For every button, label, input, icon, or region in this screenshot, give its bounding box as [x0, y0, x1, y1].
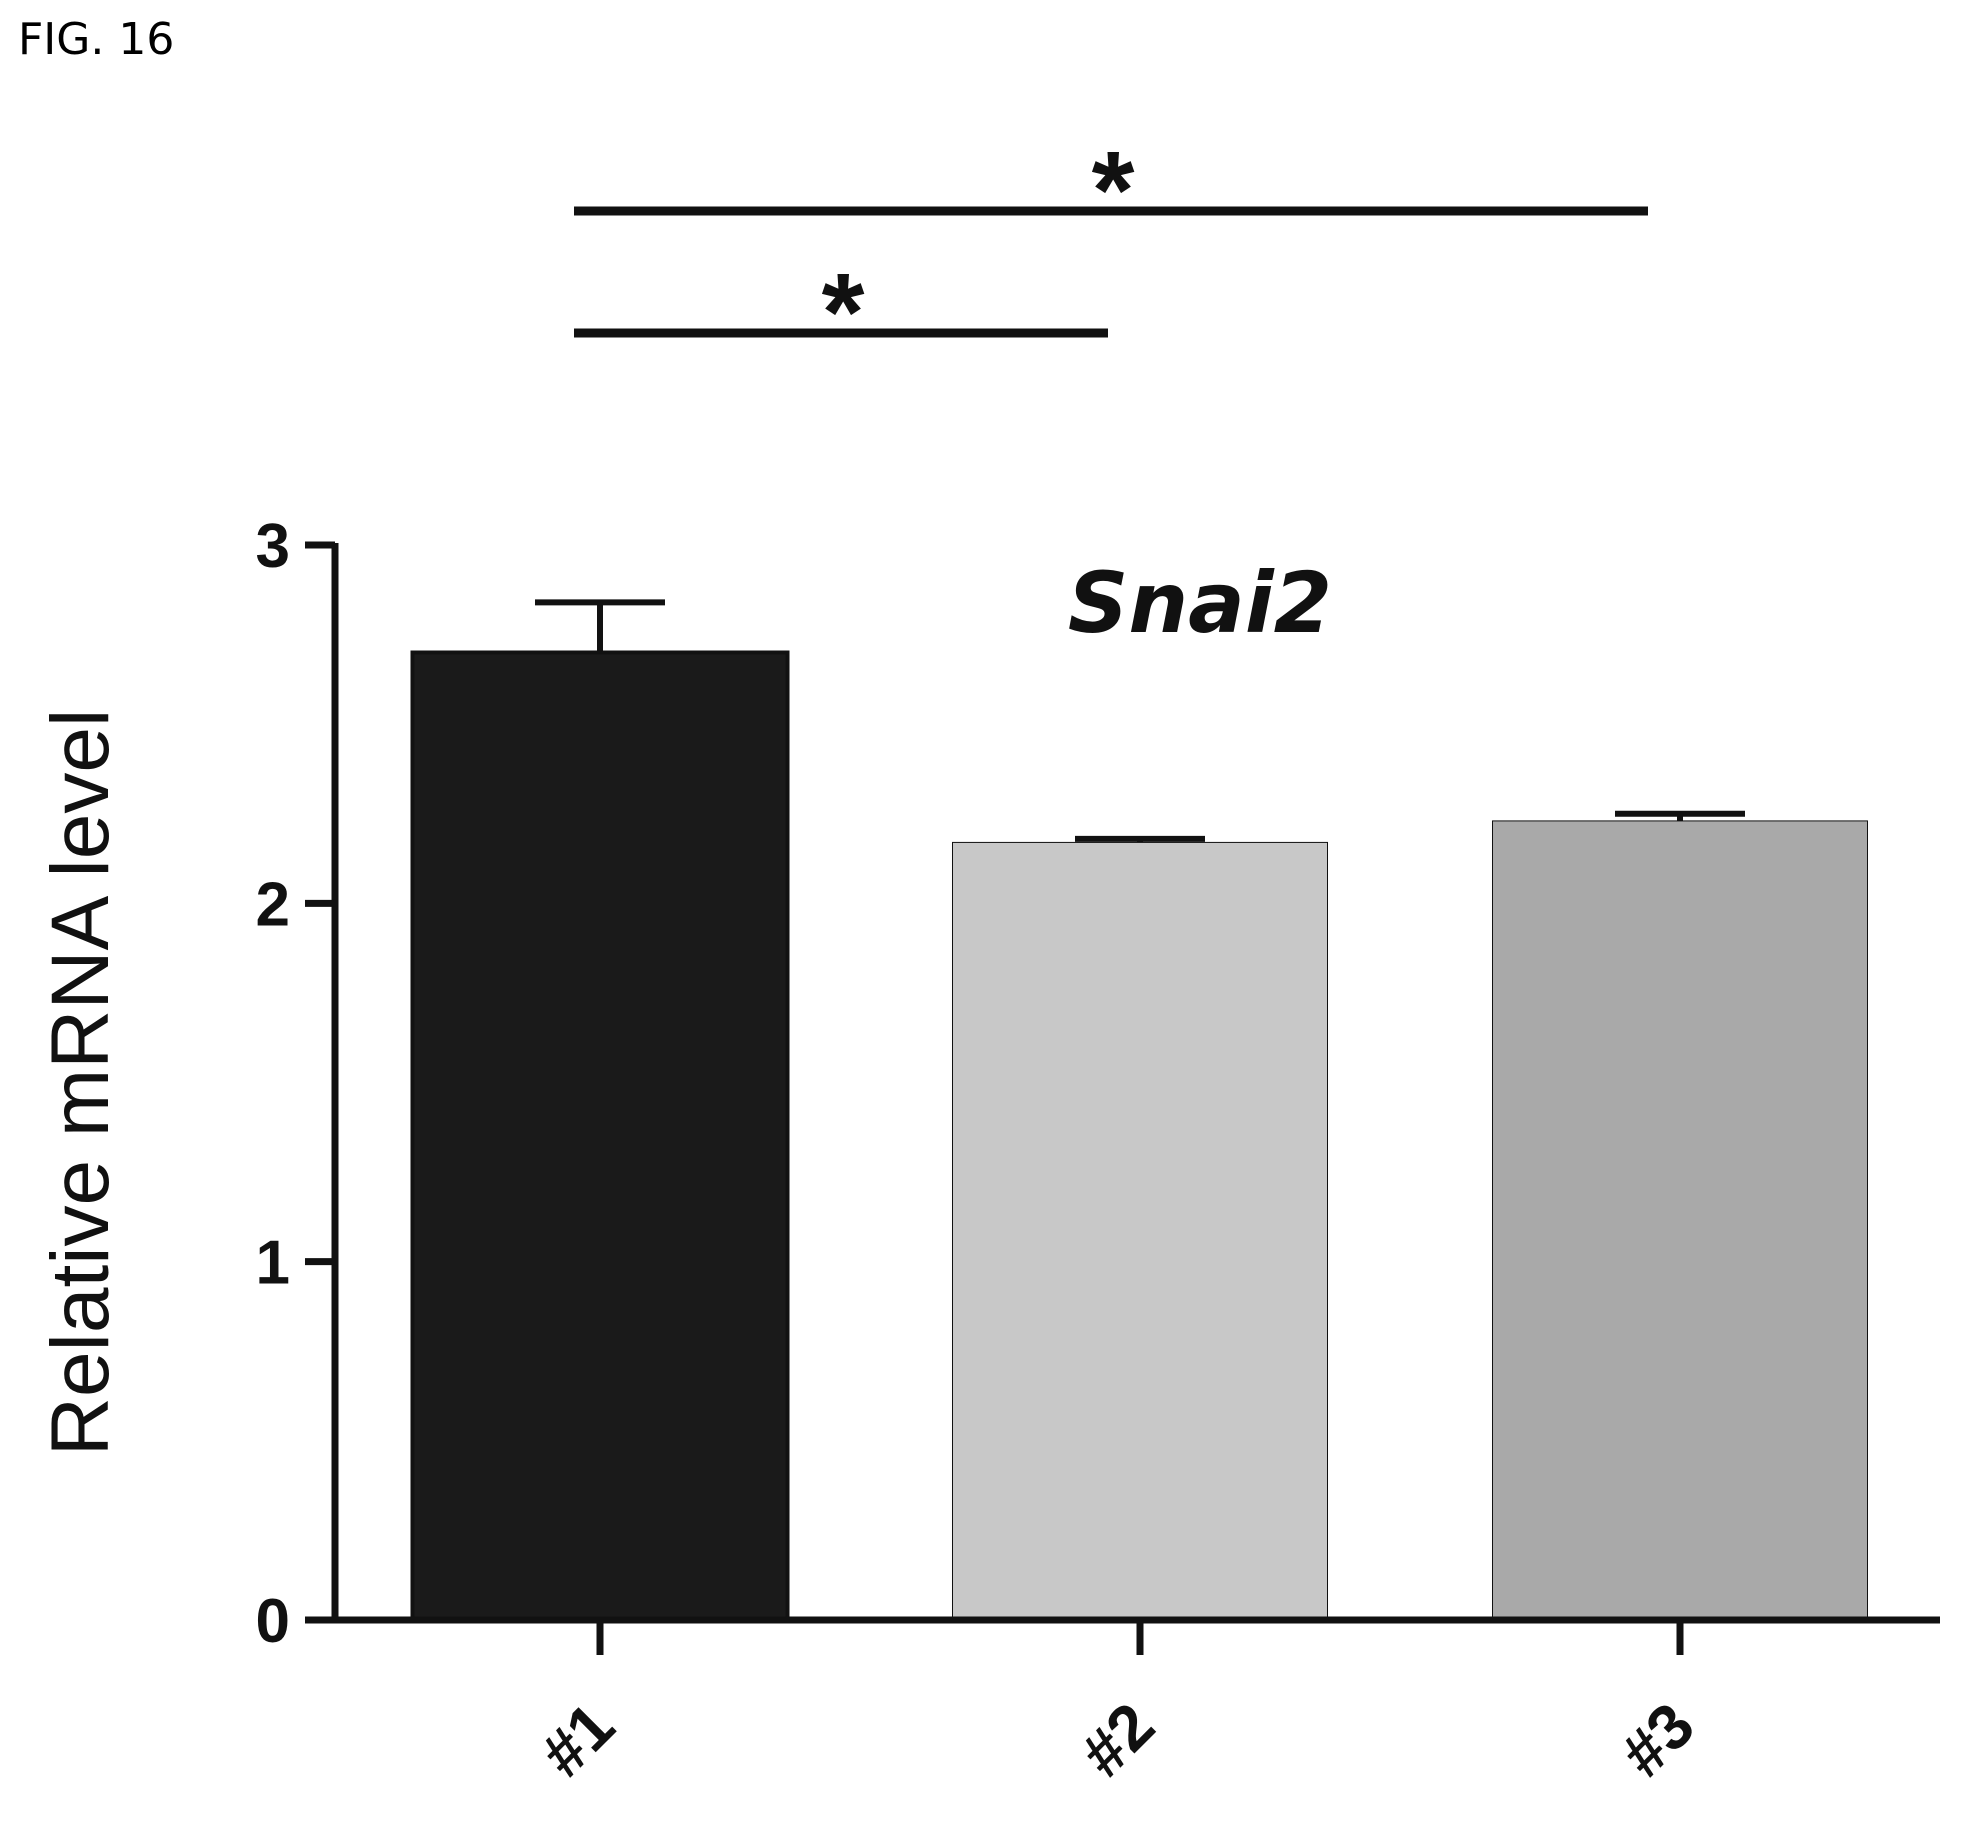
significance-star-1: * [822, 251, 865, 374]
bar-3 [1492, 820, 1868, 1621]
x-category-label: #3 [1607, 1689, 1708, 1790]
y-axis-label: Relative mRNA level [35, 709, 126, 1456]
chart-title: Snai2 [1068, 554, 1332, 652]
bar-1 [410, 650, 790, 1622]
bars [410, 599, 1868, 1622]
significance-annotations: ** [574, 129, 1648, 374]
figure-label: FIG. 16 [18, 14, 175, 65]
y-tick-label: 0 [256, 1587, 290, 1656]
x-category-label: #1 [527, 1689, 628, 1790]
y-tick-label: 1 [256, 1229, 290, 1298]
significance-star-2: * [1092, 129, 1135, 252]
y-tick-label: 2 [256, 870, 290, 939]
x-category-label: #2 [1067, 1689, 1168, 1790]
bar-2 [952, 841, 1328, 1621]
y-tick-label: 3 [256, 512, 290, 581]
